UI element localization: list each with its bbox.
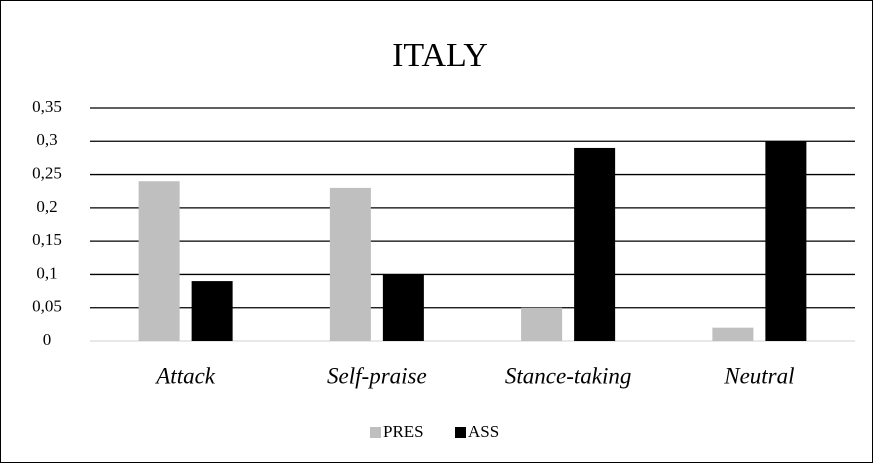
bar bbox=[574, 147, 616, 341]
chart-title: ITALY bbox=[392, 37, 488, 74]
y-tick-label: 0 bbox=[43, 330, 52, 349]
bar bbox=[521, 307, 563, 341]
legend-label: PRES bbox=[383, 422, 424, 441]
y-tick-label: 0,1 bbox=[36, 263, 57, 282]
bar bbox=[382, 274, 424, 341]
y-tick-label: 0,2 bbox=[36, 197, 57, 216]
y-tick-label: 0,35 bbox=[32, 97, 62, 116]
x-tick-label: Stance-taking bbox=[505, 363, 631, 388]
legend-swatch bbox=[455, 427, 466, 438]
x-tick-label: Neutral bbox=[723, 363, 794, 388]
legend-swatch bbox=[370, 427, 381, 438]
bar bbox=[329, 187, 371, 341]
bar bbox=[138, 181, 180, 341]
y-tick-label: 0,15 bbox=[32, 230, 62, 249]
x-tick-label: Attack bbox=[154, 363, 216, 388]
bar bbox=[765, 141, 807, 341]
y-tick-label: 0,3 bbox=[36, 130, 57, 149]
y-tick-label: 0,05 bbox=[32, 297, 62, 316]
x-tick-label: Self-praise bbox=[327, 363, 427, 388]
bar bbox=[191, 281, 233, 341]
y-tick-label: 0,25 bbox=[32, 163, 62, 182]
legend-label: ASS bbox=[468, 422, 499, 441]
bar bbox=[712, 327, 754, 341]
